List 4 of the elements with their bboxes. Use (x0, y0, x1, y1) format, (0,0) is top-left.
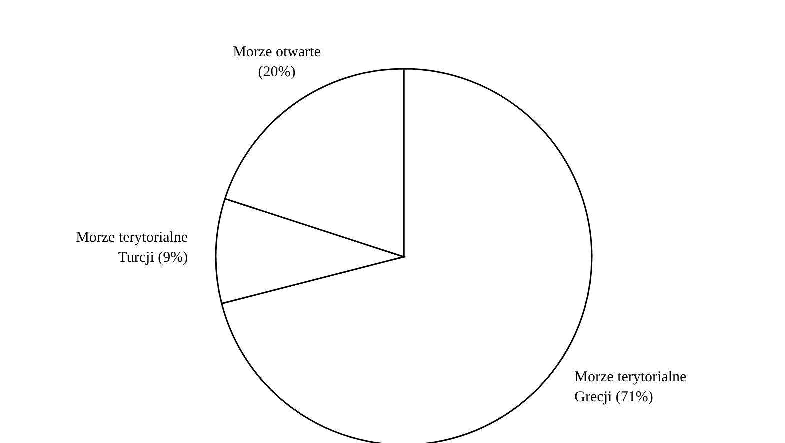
slice-label: Morze otwarte (233, 44, 322, 60)
slice-label: Morze terytorialne Turcji (9%) (76, 230, 188, 266)
data-label: (20%) (258, 64, 296, 80)
slice-label: Morze terytorialne Grecji (71%) (574, 369, 688, 406)
